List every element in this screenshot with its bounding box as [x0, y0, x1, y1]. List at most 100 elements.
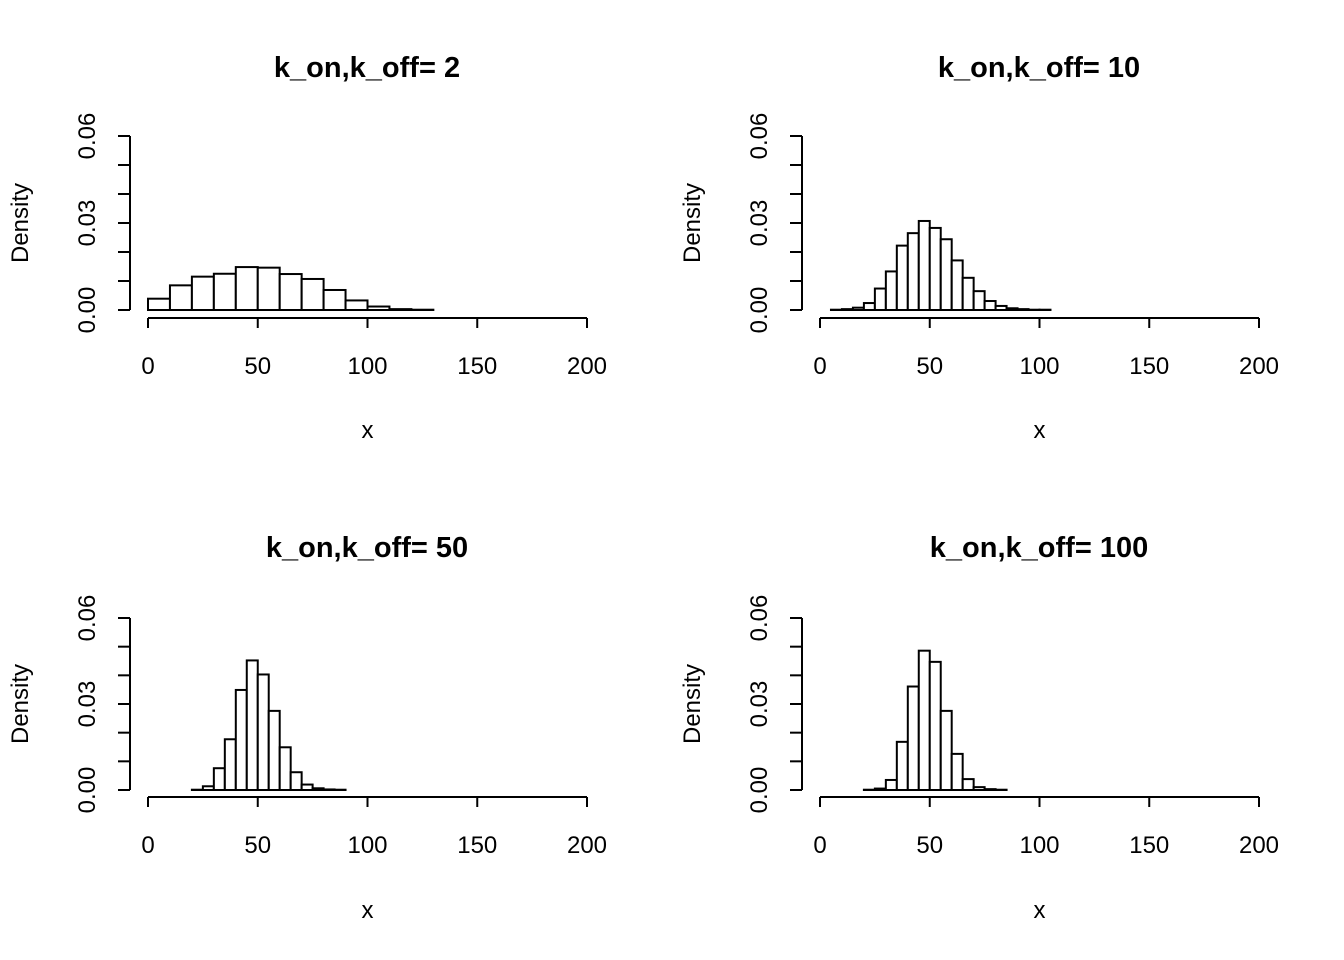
x-tick-label: 100 — [1019, 832, 1059, 859]
histogram-bar — [245, 659, 259, 792]
x-tick-label: 0 — [813, 353, 826, 380]
y-tick-label: 0.00 — [746, 287, 773, 334]
histogram-bar — [201, 785, 215, 791]
chart-title: k_on,k_off= 50 — [266, 532, 468, 564]
histogram-bar — [928, 660, 942, 791]
histogram-bar — [917, 649, 931, 791]
y-tick-label: 0.00 — [746, 767, 773, 814]
histogram-bar — [840, 308, 854, 312]
histogram-bar — [950, 752, 964, 792]
x-tick-label: 150 — [1129, 832, 1169, 859]
y-tick-label: 0.00 — [74, 287, 101, 334]
histogram-bar — [950, 259, 964, 312]
x-tick-label: 200 — [567, 353, 607, 380]
histogram-bar — [147, 297, 171, 312]
x-tick-label: 0 — [813, 832, 826, 859]
x-tick-label: 150 — [457, 353, 497, 380]
x-axis-label: x — [1034, 417, 1046, 444]
histogram-bar — [1016, 308, 1030, 312]
histogram-bar — [289, 771, 303, 792]
histogram-bar — [895, 740, 909, 792]
histogram-bar — [256, 266, 281, 312]
histogram-bar — [300, 783, 314, 792]
y-tick-label: 0.00 — [74, 767, 101, 814]
y-axis-label: Density — [7, 183, 34, 263]
histogram-bar — [928, 226, 942, 311]
histogram-bar — [972, 290, 986, 311]
y-axis-label: Density — [679, 183, 706, 263]
x-tick-label: 100 — [1019, 353, 1059, 380]
chart-title: k_on,k_off= 10 — [938, 52, 1140, 84]
x-tick-label: 150 — [457, 832, 497, 859]
histogram-bar — [256, 673, 270, 791]
histogram-bar — [851, 306, 865, 311]
x-tick-label: 200 — [567, 832, 607, 859]
histogram-bar — [388, 308, 413, 312]
histogram-bar — [961, 778, 975, 792]
x-tick-label: 200 — [1239, 832, 1279, 859]
chart-title: k_on,k_off= 2 — [274, 52, 460, 84]
histogram-bar — [895, 244, 909, 311]
histogram-bar — [344, 299, 369, 311]
histogram-bar — [234, 266, 259, 311]
histogram-bar — [278, 746, 292, 792]
x-tick-label: 50 — [244, 832, 271, 859]
histogram-bar — [267, 709, 281, 792]
histogram-bar — [873, 787, 887, 791]
y-tick-label: 0.06 — [746, 595, 773, 642]
x-tick-label: 150 — [1129, 353, 1169, 380]
histogram-bar — [322, 788, 336, 792]
histogram-panel-2: k_on,k_off= 10 0 50 100 150 200 0.00 0.03 0.06 x D… — [679, 52, 1279, 444]
chart-title: k_on,k_off= 100 — [930, 532, 1148, 564]
histogram-bar — [223, 738, 237, 792]
histogram-bar — [366, 305, 391, 311]
histogram-bar — [190, 275, 215, 311]
histogram-bar — [168, 284, 193, 312]
histogram-bar — [917, 219, 931, 311]
x-tick-label: 50 — [916, 832, 943, 859]
histogram-panel-1: k_on,k_off= 2 0 50 100 150 200 0.00 0.03 0.06 x De… — [7, 52, 607, 444]
x-tick-label: 100 — [347, 832, 387, 859]
x-tick-label: 100 — [347, 353, 387, 380]
x-tick-label: 50 — [916, 353, 943, 380]
histogram-bar — [862, 302, 876, 312]
y-tick-label: 0.03 — [74, 200, 101, 247]
histogram-bar — [983, 300, 997, 312]
histogram-bar — [906, 232, 920, 311]
y-tick-label: 0.06 — [74, 113, 101, 160]
x-axis-label: x — [362, 417, 374, 444]
histogram-bar — [939, 238, 953, 312]
x-axis-label: x — [362, 897, 374, 924]
histogram-panel-3: k_on,k_off= 50 0 50 100 150 200 0.00 0.03 0.06 x D… — [7, 532, 607, 924]
histogram-bar — [884, 778, 898, 792]
y-tick-label: 0.03 — [746, 200, 773, 247]
y-tick-label: 0.06 — [74, 595, 101, 642]
histogram-bar — [1005, 307, 1019, 312]
x-tick-label: 0 — [141, 353, 154, 380]
y-tick-label: 0.06 — [746, 113, 773, 160]
histogram-bar — [961, 276, 975, 311]
histogram-bar — [322, 288, 347, 311]
histogram-bar — [300, 277, 325, 312]
y-axis-label: Density — [679, 664, 706, 744]
histogram-bar — [278, 273, 303, 312]
y-tick-label: 0.03 — [746, 681, 773, 728]
y-tick-label: 0.03 — [74, 681, 101, 728]
histogram-bar — [212, 767, 226, 791]
histogram-bar — [212, 272, 237, 311]
histogram-bar — [972, 786, 986, 792]
x-axis-label: x — [1034, 897, 1046, 924]
histogram-panel-4: k_on,k_off= 100 0 50 100 150 200 0.00 0.03 0.06 x… — [679, 532, 1279, 924]
histogram-bar — [873, 287, 887, 312]
histogram-bar — [234, 688, 248, 791]
histogram-bar — [884, 270, 898, 311]
x-tick-label: 0 — [141, 832, 154, 859]
y-axis-label: Density — [7, 664, 34, 744]
histogram-bar — [994, 304, 1008, 312]
x-tick-label: 50 — [244, 353, 271, 380]
histogram-bar — [311, 787, 325, 792]
x-tick-label: 200 — [1239, 353, 1279, 380]
histogram-bar — [983, 788, 997, 792]
histogram-bar — [939, 709, 953, 792]
